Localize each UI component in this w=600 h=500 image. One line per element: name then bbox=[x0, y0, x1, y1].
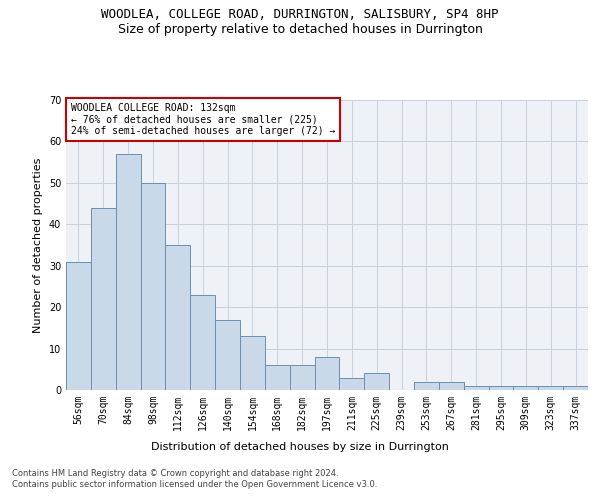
Bar bbox=[290, 365, 314, 390]
Bar bbox=[464, 386, 488, 390]
Bar bbox=[364, 374, 389, 390]
Bar bbox=[116, 154, 140, 390]
Bar bbox=[340, 378, 364, 390]
Bar bbox=[314, 357, 340, 390]
Bar bbox=[265, 365, 290, 390]
Text: Size of property relative to detached houses in Durrington: Size of property relative to detached ho… bbox=[118, 22, 482, 36]
Text: WOODLEA, COLLEGE ROAD, DURRINGTON, SALISBURY, SP4 8HP: WOODLEA, COLLEGE ROAD, DURRINGTON, SALIS… bbox=[101, 8, 499, 20]
Bar bbox=[414, 382, 439, 390]
Text: Distribution of detached houses by size in Durrington: Distribution of detached houses by size … bbox=[151, 442, 449, 452]
Text: Contains public sector information licensed under the Open Government Licence v3: Contains public sector information licen… bbox=[12, 480, 377, 489]
Bar bbox=[215, 320, 240, 390]
Text: Contains HM Land Registry data © Crown copyright and database right 2024.: Contains HM Land Registry data © Crown c… bbox=[12, 468, 338, 477]
Text: WOODLEA COLLEGE ROAD: 132sqm
← 76% of detached houses are smaller (225)
24% of s: WOODLEA COLLEGE ROAD: 132sqm ← 76% of de… bbox=[71, 103, 335, 136]
Bar bbox=[538, 386, 563, 390]
Bar bbox=[140, 183, 166, 390]
Bar bbox=[514, 386, 538, 390]
Bar bbox=[91, 208, 116, 390]
Y-axis label: Number of detached properties: Number of detached properties bbox=[33, 158, 43, 332]
Bar bbox=[166, 245, 190, 390]
Bar bbox=[563, 386, 588, 390]
Bar bbox=[439, 382, 464, 390]
Bar bbox=[190, 294, 215, 390]
Bar bbox=[66, 262, 91, 390]
Bar bbox=[488, 386, 514, 390]
Bar bbox=[240, 336, 265, 390]
